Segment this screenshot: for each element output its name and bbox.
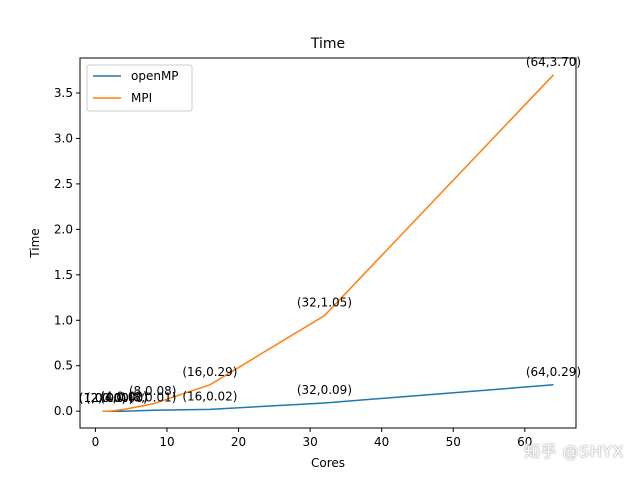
watermark: 知乎 @SHYX [523,442,624,461]
series-line-mpi [102,74,555,412]
data-labels: (1,0.00)(2,0.00)(4,0.00)(8,0.01) (16,0.02… [79,55,581,405]
y-axis-label: Time [28,228,42,258]
legend: openMP MPI [86,64,193,112]
x-axis-label: Cores [311,456,345,470]
data-label: (8,0.08) [129,384,177,398]
legend-label: MPI [131,91,152,105]
data-label: (4,0.02) [100,389,148,403]
y-tick-label: 0.5 [54,359,73,373]
plot-area [79,57,577,429]
data-label: (16,0.29) [182,365,237,379]
y-tick-label: 3.5 [54,86,73,100]
data-label: (64,3.70) [526,55,581,69]
y-tick-label: 1.5 [54,268,73,282]
x-axis: 0 10 20 30 40 50 60 [92,428,532,449]
y-tick-label: 0.0 [54,404,73,418]
chart-title: Time [310,36,345,52]
x-tick-label: 60 [517,435,532,449]
y-axis: 0.0 0.5 1.0 1.5 2.0 2.5 3.0 3.5 [54,86,80,418]
data-label: (2,0.00) [86,391,134,405]
data-label: (8,0.01) [129,390,177,404]
legend-label: openMP [131,69,179,83]
data-label: (32,0.09) [297,383,352,397]
x-tick-label: 10 [159,435,174,449]
x-tick-label: 30 [302,435,317,449]
data-label: (16,0.02) [182,389,237,403]
data-label: (32,1.05) [297,296,352,310]
x-tick-label: 0 [92,435,100,449]
series-layer [102,74,555,412]
x-tick-label: 50 [446,435,461,449]
data-label: (2,0.00) [86,391,134,405]
y-tick-label: 1.0 [54,313,73,327]
data-label: (1,0.00) [79,391,127,405]
y-tick-label: 3.0 [54,131,73,145]
x-tick-label: 20 [231,435,246,449]
data-label: (1,0.00) [79,391,127,405]
data-label: (64,0.29) [526,365,581,379]
x-tick-label: 40 [374,435,389,449]
y-tick-label: 2.0 [54,222,73,236]
data-label: (4,0.00) [100,391,148,405]
y-tick-label: 2.5 [54,177,73,191]
